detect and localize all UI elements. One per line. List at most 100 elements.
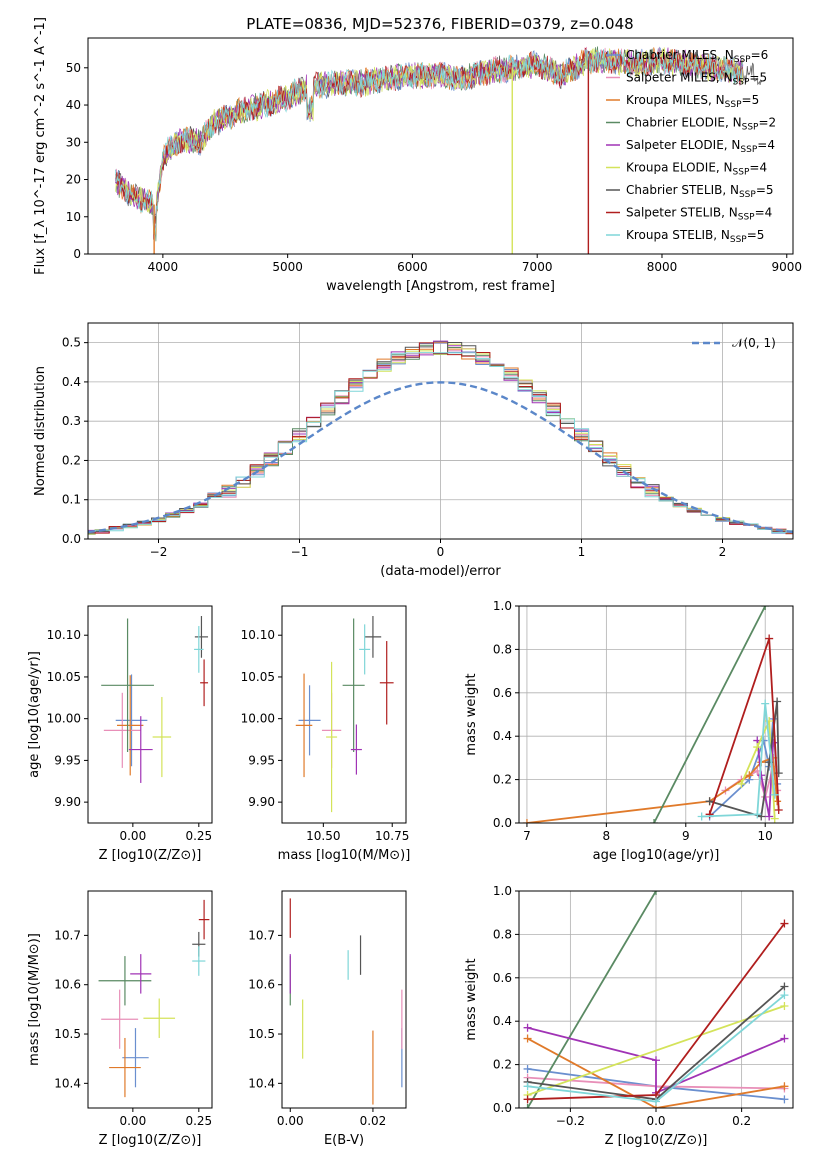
axes-frame bbox=[87, 605, 213, 824]
weight-series bbox=[701, 703, 776, 818]
legend-subscript: SSP bbox=[738, 213, 755, 223]
weight-marker bbox=[780, 1002, 789, 1011]
y-tick-label: 10 bbox=[66, 210, 81, 224]
chart-layer: 4000 5000 6000 7000 8000 900001020304050wavel… bbox=[27, 17, 802, 1148]
weight-series bbox=[527, 1026, 785, 1095]
weight-marker bbox=[757, 771, 766, 780]
weight-marker bbox=[770, 790, 779, 799]
legend-label: Kroupa ELODIE, NSSP=4 bbox=[626, 161, 767, 178]
x-tick-label: 8 bbox=[603, 829, 611, 843]
x-tick-label: 10.50 bbox=[306, 829, 340, 843]
axes-age_vs_Z: 0.00 0.25 9.90 9.95 10.00 10.05 10.10 Z [log10(… bbox=[27, 628, 212, 863]
y-tick-label: 1.0 bbox=[493, 599, 512, 613]
weight-marker bbox=[523, 1082, 532, 1091]
x-tick-label: 0.2 bbox=[732, 1114, 751, 1128]
legend-value: =4 bbox=[755, 206, 773, 220]
y-tick-label: 10.4 bbox=[54, 1076, 81, 1090]
legend-label: 𝒩(0, 1) bbox=[732, 336, 776, 350]
x-tick-label: −2 bbox=[150, 545, 168, 559]
y-tick-label: 30 bbox=[66, 135, 81, 149]
weight-marker bbox=[523, 1034, 532, 1043]
legend-value: =5 bbox=[756, 183, 774, 197]
x-axis-label: Z [log10(Z/Z⊙)] bbox=[99, 848, 202, 863]
legend-label: Chabrier STELIB, NSSP=5 bbox=[626, 183, 774, 200]
legend-label: Salpeter MILES, NSSP=5 bbox=[626, 71, 767, 88]
x-tick-label: 0 bbox=[437, 545, 445, 559]
legend-value: =4 bbox=[749, 161, 767, 175]
x-axis-label: age [log10(age/yr)] bbox=[593, 848, 720, 863]
y-tick-label: 9.90 bbox=[248, 795, 275, 809]
y-axis-label: age [log10(age/yr)] bbox=[27, 651, 42, 778]
y-tick-label: 10.10 bbox=[47, 628, 81, 642]
legend-subscript: SSP bbox=[733, 78, 750, 88]
y-tick-label: 10.05 bbox=[241, 670, 275, 684]
legend-value: =5 bbox=[749, 71, 767, 85]
histogram-steps bbox=[88, 340, 793, 535]
y-tick-label: 10.4 bbox=[248, 1076, 275, 1090]
x-axis-label: E(B-V) bbox=[324, 1133, 364, 1148]
histogram-series bbox=[88, 352, 793, 533]
y-tick-label: 9.90 bbox=[54, 795, 81, 809]
x-axis-label: Z [log10(Z/Z⊙)] bbox=[605, 1133, 708, 1148]
y-tick-label: 10.7 bbox=[54, 928, 81, 942]
x-tick-label: 7 bbox=[523, 829, 531, 843]
weight-series bbox=[756, 740, 774, 817]
y-tick-label: 0.6 bbox=[493, 686, 512, 700]
weight-marker bbox=[523, 1023, 532, 1032]
legend-subscript: SSP bbox=[740, 145, 757, 155]
weight-marker bbox=[753, 743, 762, 752]
y-tick-label: 0.8 bbox=[493, 642, 512, 656]
gaussian-curve bbox=[88, 381, 793, 534]
weight-marker bbox=[765, 634, 774, 643]
y-tick-label: 0.4 bbox=[493, 729, 512, 743]
y-tick-label: 0.2 bbox=[493, 773, 512, 787]
x-tick-label: 10.75 bbox=[375, 829, 409, 843]
weight-series bbox=[526, 891, 657, 1108]
y-axis-label: mass [log10(M/M⊙)] bbox=[27, 933, 42, 1066]
weight-marker bbox=[765, 812, 774, 821]
weight-marker bbox=[523, 1064, 532, 1073]
y-tick-label: 0.0 bbox=[493, 816, 512, 830]
legend: Chabrier MILES, NSSP=6 Salpeter MILES, NS… bbox=[606, 48, 776, 245]
y-tick-label: 10.05 bbox=[47, 670, 81, 684]
legend-subscript: SSP bbox=[742, 123, 759, 133]
x-axis-label: (data-model)/error bbox=[380, 564, 501, 579]
y-axis-label: Flux [f_λ 10^-17 erg cm^-2 s^-1 A^-1] bbox=[33, 17, 48, 275]
legend-label: Salpeter STELIB, NSSP=4 bbox=[626, 206, 772, 223]
figure-title: PLATE=0836, MJD=52376, FIBERID=0379, z=0… bbox=[246, 15, 633, 33]
weight-series bbox=[724, 766, 778, 801]
axes-frame bbox=[518, 890, 794, 1109]
y-tick-label: 0.2 bbox=[493, 1058, 512, 1072]
weight-marker bbox=[705, 797, 714, 806]
x-tick-label: 0.00 bbox=[277, 1114, 304, 1128]
x-tick-label: 0.25 bbox=[185, 1114, 212, 1128]
weight-lines bbox=[523, 891, 789, 1108]
x-tick-label: 0.00 bbox=[119, 1114, 146, 1128]
legend-value: =5 bbox=[742, 93, 760, 107]
y-tick-label: 20 bbox=[66, 173, 81, 187]
y-axis-label: Normed distribution bbox=[33, 366, 48, 496]
errorbar-group bbox=[289, 898, 403, 1105]
x-axis-label: Z [log10(Z/Z⊙)] bbox=[99, 1133, 202, 1148]
x-tick-label: 1 bbox=[578, 545, 586, 559]
weight-marker bbox=[770, 814, 779, 823]
legend-label: Chabrier ELODIE, NSSP=2 bbox=[626, 116, 776, 133]
weight-series bbox=[526, 756, 778, 823]
legend-value: =2 bbox=[758, 116, 776, 130]
y-tick-label: 0.5 bbox=[62, 336, 81, 350]
weight-marker bbox=[780, 919, 789, 928]
weight-marker bbox=[523, 1104, 532, 1108]
spectrum-series bbox=[115, 49, 744, 236]
axes-frame bbox=[281, 605, 407, 824]
weight-marker bbox=[774, 805, 783, 814]
weight-marker bbox=[652, 1097, 660, 1106]
weight-marker bbox=[780, 982, 789, 991]
weight-marker bbox=[650, 819, 659, 823]
legend-subscript: SSP bbox=[725, 100, 742, 110]
x-tick-label: 4000 bbox=[148, 260, 179, 274]
axes-mass_weight_vs_age: 7 8 9 10 0.0 0.2 0.4 0.6 0.8 1.0 age [log10(age/yr… bbox=[464, 599, 793, 863]
y-axis-label: mass weight bbox=[464, 958, 479, 1040]
x-tick-label: 0.00 bbox=[119, 829, 146, 843]
legend-value: =5 bbox=[747, 228, 765, 242]
